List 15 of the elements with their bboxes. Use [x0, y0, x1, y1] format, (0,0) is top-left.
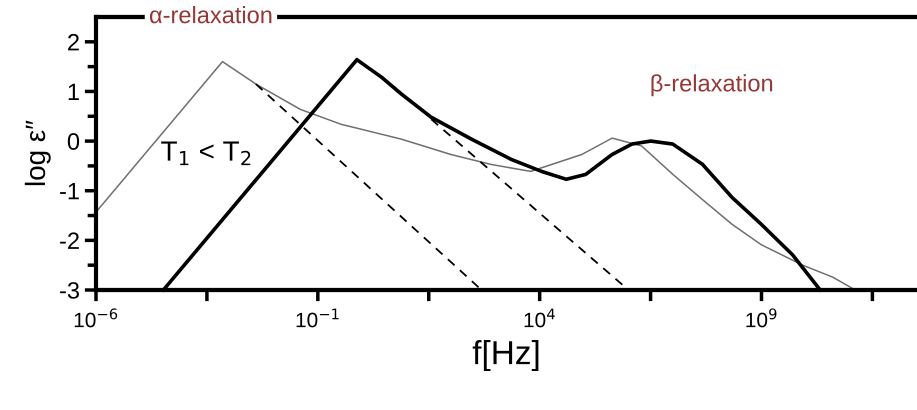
x-axis-title: f[Hz]: [472, 340, 538, 372]
y-axis-title: log ε″: [24, 120, 51, 186]
y-tick-label: 0: [68, 133, 80, 150]
x-tick-label: 10$^{−1}$: [296, 308, 339, 328]
annotation: β-relaxation: [651, 74, 772, 96]
y-tick-label: 2: [68, 34, 79, 50]
y-tick-label: -2: [60, 232, 79, 249]
y-tick-label: -3: [60, 282, 79, 299]
x-tick-label: 10$^{4}$: [524, 308, 555, 328]
y-tick-label: 1: [68, 84, 79, 100]
x-tick-label: 10$^{9}$: [746, 308, 776, 328]
annotation: α-relaxation: [150, 6, 272, 24]
x-tick-label: 10$^{−6}$: [74, 308, 118, 328]
y-tick-label: -1: [60, 183, 79, 200]
annotation: T$_{1}$ < T$_{2}$: [161, 142, 250, 166]
